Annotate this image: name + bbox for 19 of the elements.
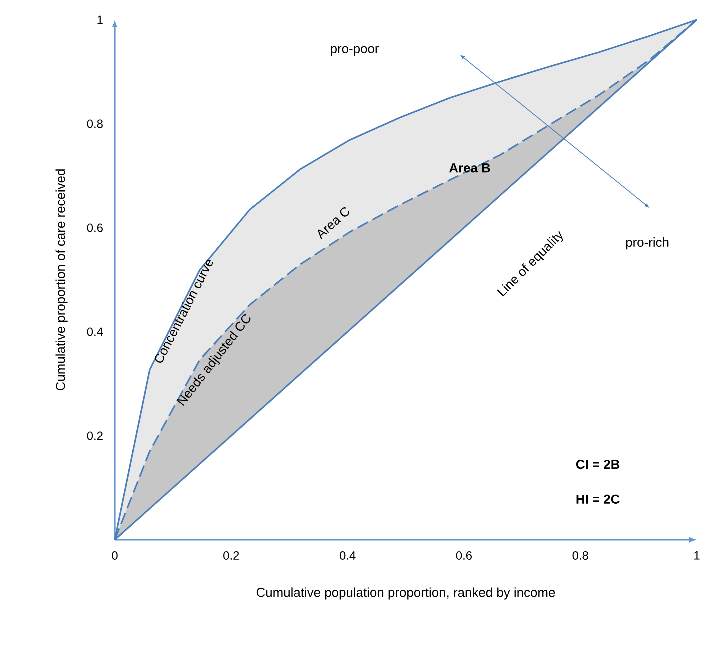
y-tick-label: 0.4 (87, 328, 104, 336)
annotation: HI = 2C (576, 494, 620, 504)
x-tick-label: 0.2 (224, 552, 240, 560)
x-tick-label: 0.8 (572, 552, 588, 560)
annotation: pro-rich (626, 238, 669, 250)
annotation: CI = 2B (576, 460, 620, 470)
x-tick-label: 0.6 (456, 552, 472, 560)
y-tick-label: 1 (98, 16, 103, 24)
y-tick-label: 0.6 (87, 224, 103, 232)
x-tick-label: 1 (694, 552, 700, 560)
y-axis-title: Cumulative proportion of care received (56, 170, 68, 391)
x-tick-label: 0 (112, 552, 118, 560)
annotation: Area B (449, 164, 490, 173)
y-tick-label: 0.2 (87, 432, 103, 440)
y-tick-label: 0.8 (87, 120, 103, 128)
x-tick-label: 0.4 (340, 552, 356, 560)
x-axis-title: Cumulative population proportion, ranked by income (256, 588, 556, 600)
annotation: pro-poor (331, 46, 380, 56)
annotation: Area C (318, 208, 350, 240)
